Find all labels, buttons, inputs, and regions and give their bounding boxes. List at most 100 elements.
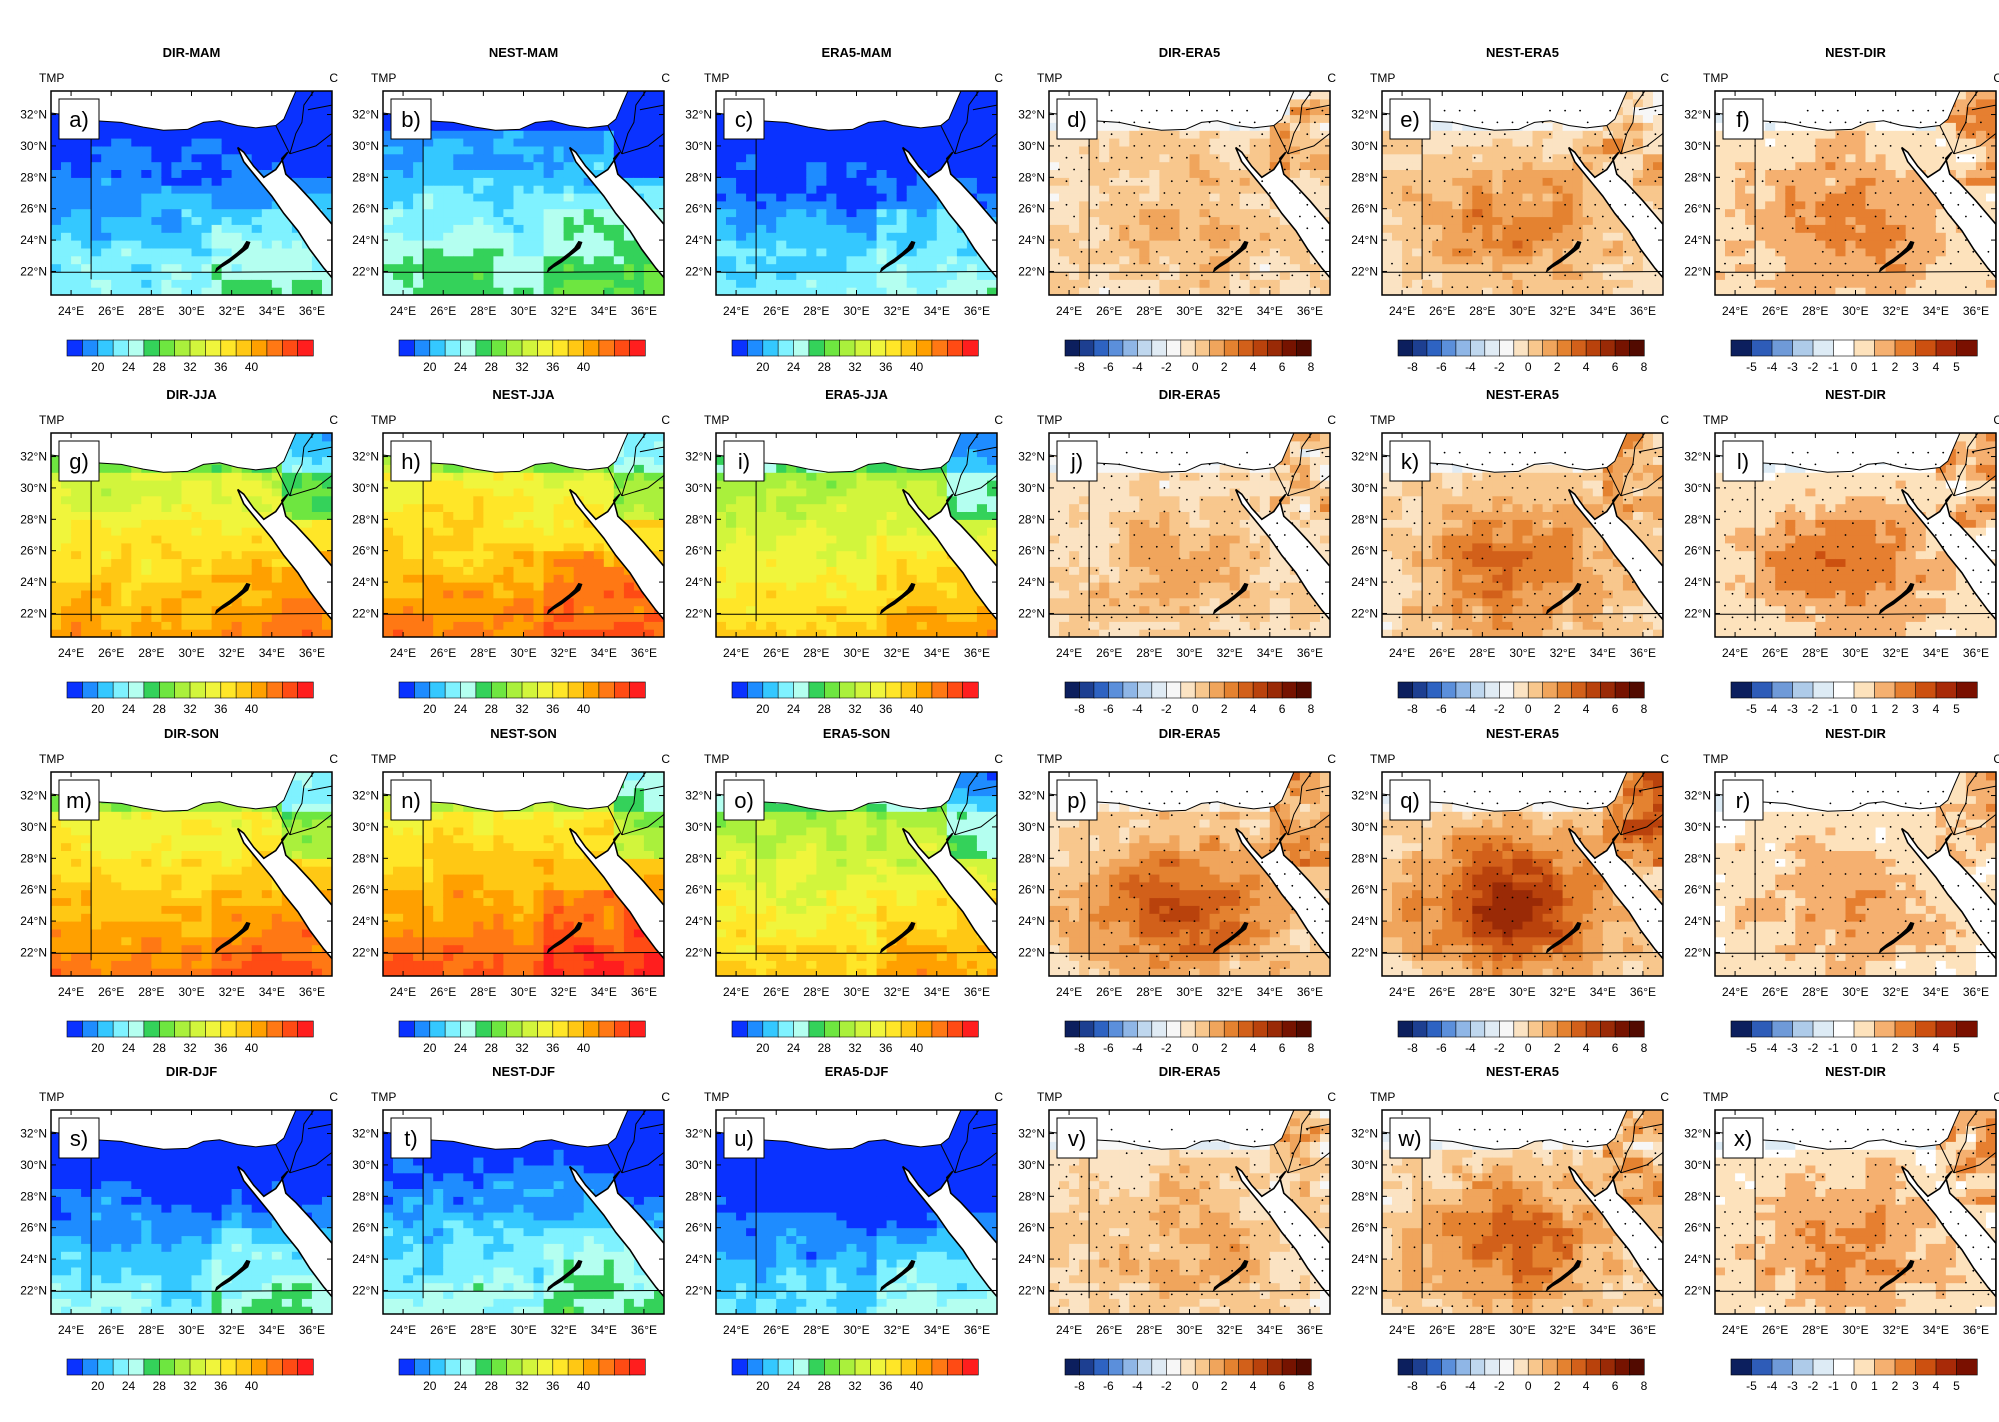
grid-cell <box>1775 130 1786 139</box>
grid-cell <box>936 138 948 147</box>
grid-cell <box>1269 153 1281 163</box>
grid-cell <box>1855 145 1867 155</box>
grid-cell <box>403 200 414 210</box>
grid-cell <box>1169 224 1180 233</box>
grid-cell <box>1845 255 1857 265</box>
grid-cell <box>1482 240 1493 249</box>
grid-cell <box>1775 185 1786 194</box>
grid-cell <box>716 287 727 295</box>
stipple-dot <box>1526 121 1529 124</box>
grid-cell <box>322 130 332 139</box>
grid-cell <box>1199 208 1211 218</box>
grid-cell <box>1915 208 1927 218</box>
grid-cell <box>191 240 203 249</box>
grid-cell <box>322 98 332 108</box>
grid-cell <box>1735 153 1746 163</box>
grid-cell <box>433 193 444 202</box>
grid-cell <box>473 255 484 265</box>
grid-cell <box>1835 216 1846 225</box>
grid-cell <box>1159 145 1170 155</box>
grid-cell <box>281 138 293 147</box>
grid-cell <box>1320 287 1330 295</box>
grid-cell <box>1149 279 1160 288</box>
stipple-dot <box>1526 239 1529 242</box>
grid-cell <box>1582 224 1594 233</box>
stipple-dot <box>1208 145 1211 147</box>
grid-cell <box>1542 193 1554 202</box>
grid-cell <box>403 255 414 265</box>
grid-cell <box>1572 271 1584 280</box>
grid-cell <box>836 161 847 170</box>
grid-cell <box>1422 232 1433 241</box>
grid-cell <box>1229 153 1241 163</box>
grid-cell <box>413 153 424 163</box>
grid-cell <box>251 208 263 218</box>
colorbar-swatch <box>808 339 825 357</box>
stipple-dot <box>1140 156 1143 159</box>
grid-cell <box>1512 138 1524 147</box>
grid-cell <box>906 232 918 241</box>
grid-cell <box>1815 185 1826 194</box>
grid-cell <box>1119 279 1130 288</box>
grid-cell <box>453 287 464 295</box>
grid-cell <box>111 161 122 170</box>
grid-cell <box>1785 247 1796 257</box>
grid-cell <box>493 216 504 225</box>
grid-cell <box>1542 185 1554 194</box>
colorbar-swatch <box>220 339 237 357</box>
grid-cell <box>1775 122 1786 131</box>
grid-cell <box>756 287 767 295</box>
grid-cell <box>453 224 464 233</box>
grid-cell <box>1482 185 1493 194</box>
grid-cell <box>1835 255 1846 265</box>
grid-cell <box>1472 279 1483 288</box>
grid-cell <box>453 216 464 225</box>
grid-cell <box>311 91 323 100</box>
grid-cell <box>131 177 142 186</box>
grid-cell <box>1755 232 1766 241</box>
grid-cell <box>736 224 747 233</box>
grid-cell <box>1089 161 1100 170</box>
grid-cell <box>483 287 494 295</box>
stipple-dot <box>1496 145 1499 147</box>
grid-cell <box>1592 255 1604 265</box>
grid-cell <box>393 240 404 249</box>
grid-cell <box>322 153 332 163</box>
grid-cell <box>1289 287 1301 295</box>
grid-cell <box>1653 161 1663 170</box>
lon-tick-label: 36°E <box>299 304 325 318</box>
grid-cell <box>776 216 787 225</box>
grid-cell <box>251 263 263 272</box>
grid-cell <box>51 224 62 233</box>
grid-cell <box>836 208 847 218</box>
grid-cell <box>1129 145 1140 155</box>
grid-cell <box>231 130 243 139</box>
grid-cell <box>1442 279 1453 288</box>
grid-cell <box>1612 271 1624 280</box>
grid-cell <box>51 240 62 249</box>
grid-cell <box>1289 279 1301 288</box>
grid-cell <box>1159 153 1170 163</box>
grid-cell <box>1805 193 1816 202</box>
grid-cell <box>281 169 293 178</box>
grid-cell <box>171 169 182 178</box>
grid-cell <box>261 255 273 265</box>
stipple-dot <box>1299 215 1301 218</box>
colorbar-label: 0 <box>1525 360 1532 374</box>
grid-cell <box>1249 271 1261 280</box>
grid-cell <box>553 247 565 257</box>
grid-cell <box>876 271 888 280</box>
grid-cell <box>423 208 434 218</box>
grid-cell <box>1592 161 1604 170</box>
grid-cell <box>533 271 545 280</box>
grid-cell <box>1422 138 1433 147</box>
grid-cell <box>1845 185 1857 194</box>
grid-cell <box>1572 263 1584 272</box>
panel-letter: b) <box>401 107 421 132</box>
grid-cell <box>1865 177 1877 186</box>
grid-cell <box>281 271 293 280</box>
lat-tick-label: 30°N <box>20 139 47 153</box>
grid-cell <box>1805 247 1816 257</box>
grid-cell <box>71 169 82 178</box>
grid-cell <box>383 208 394 218</box>
